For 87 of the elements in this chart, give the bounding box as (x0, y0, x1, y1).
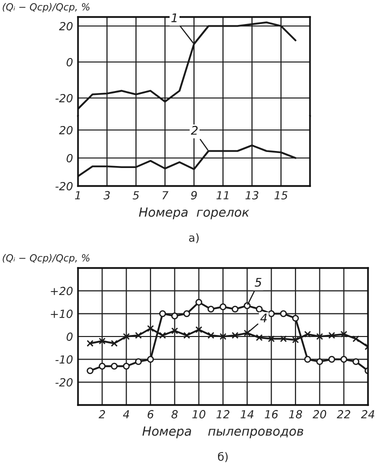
point (135, 358, 142, 366)
point (159, 310, 166, 318)
point (122, 362, 130, 370)
point (171, 312, 178, 320)
point (256, 306, 263, 313)
x-tick-label: 5 (132, 191, 139, 200)
point (220, 303, 226, 310)
point (135, 332, 142, 339)
y-tick-label: -10 (55, 355, 73, 364)
point (122, 333, 130, 340)
x-tick-label: 24 (360, 410, 374, 418)
x-tick-label: 16 (264, 410, 278, 418)
y-tick-label: 20 (59, 126, 73, 134)
series-label: 4 (260, 314, 267, 322)
y-tick-label: -20 (55, 378, 73, 387)
y-tick-label: +10 (50, 310, 73, 318)
point (232, 306, 238, 313)
point (244, 330, 251, 336)
x-axis-title: Номера горелок (138, 208, 250, 220)
point (159, 332, 166, 339)
point (86, 340, 94, 347)
x-tick-label: 9 (190, 191, 197, 200)
point (292, 336, 299, 344)
point (183, 332, 190, 339)
point (183, 310, 190, 318)
x-tick-label: 3 (103, 191, 110, 200)
point (352, 335, 360, 342)
point (304, 356, 311, 363)
point (340, 330, 348, 338)
point (110, 362, 118, 370)
point (340, 356, 348, 363)
point (208, 306, 214, 313)
x-tick-label: 15 (274, 191, 288, 200)
point (220, 333, 226, 340)
x-tick-label: 1 (75, 191, 80, 200)
point (171, 327, 178, 334)
x-tick-label: 7 (162, 191, 168, 200)
x-tick-label: 6 (148, 410, 154, 418)
text: б) (218, 452, 228, 462)
point (304, 330, 311, 338)
x-tick-label: 11 (216, 191, 228, 200)
series-label: 2 (190, 126, 198, 135)
x-tick-label: 18 (288, 410, 302, 418)
y-tick-label: 20 (59, 22, 73, 30)
point (316, 333, 324, 340)
y-tick-label: 0 (66, 332, 73, 341)
point (256, 334, 263, 342)
point (316, 358, 324, 366)
series-label: 5 (254, 278, 262, 287)
x-tick-label: 13 (245, 191, 258, 200)
x-tick-label: 20 (312, 410, 326, 418)
point (86, 367, 94, 374)
point (110, 340, 118, 347)
point (280, 335, 287, 342)
y-tick-label: 0 (66, 154, 73, 162)
y-tick-label: +20 (50, 286, 73, 296)
x-tick-label: 2 (98, 410, 106, 418)
y-tick-label: 0 (66, 58, 73, 66)
point (328, 332, 336, 339)
x-tick-label: 22 (336, 410, 350, 418)
point (147, 325, 154, 332)
x-tick-label: 8 (172, 410, 178, 418)
y-axis-title: (Qᵢ − Qср)/Qср, % (2, 254, 90, 264)
point (280, 310, 287, 318)
point (232, 332, 238, 339)
point (195, 326, 202, 334)
point (268, 335, 275, 342)
text: а) (189, 233, 199, 244)
point (244, 302, 251, 310)
y-tick-label: -20 (55, 182, 73, 190)
point (98, 338, 106, 344)
point (98, 362, 106, 370)
point (352, 358, 360, 366)
x-tick-label: 14 (240, 410, 254, 418)
x-tick-label: 12 (216, 410, 230, 418)
x-tick-label: 4 (123, 410, 130, 418)
point (195, 298, 202, 306)
x-axis-title: Номера пылепроводов (142, 426, 304, 438)
x-tick-label: 10 (192, 410, 206, 418)
point (292, 314, 299, 322)
point (147, 356, 154, 363)
text: 1 (171, 13, 177, 22)
point (208, 332, 214, 339)
y-axis-title: (Qᵢ − Qср)/Qср, % (2, 3, 90, 12)
point (328, 356, 336, 363)
point (268, 310, 275, 318)
y-tick-label: -20 (55, 94, 73, 102)
